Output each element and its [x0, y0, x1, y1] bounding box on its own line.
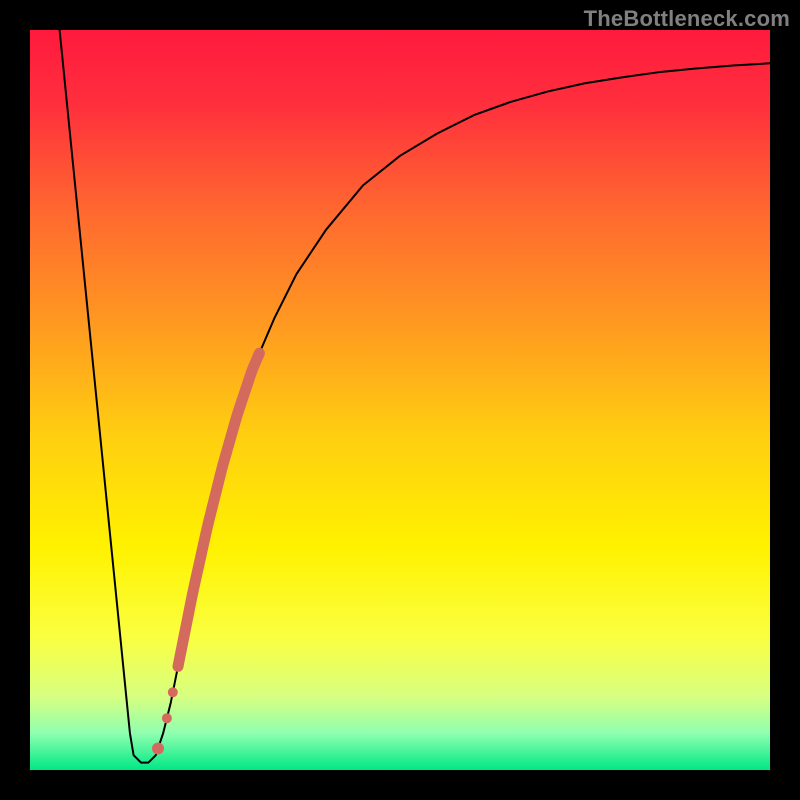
- watermark-label: TheBottleneck.com: [584, 6, 790, 32]
- plot-area: [30, 30, 770, 770]
- bottleneck-curve-plot: [30, 30, 770, 770]
- highlight-dot-0: [168, 687, 178, 697]
- highlight-dot-1: [162, 713, 172, 723]
- chart-container: TheBottleneck.com: [0, 0, 800, 800]
- highlight-dot-2: [152, 743, 164, 755]
- gradient-background: [30, 30, 770, 770]
